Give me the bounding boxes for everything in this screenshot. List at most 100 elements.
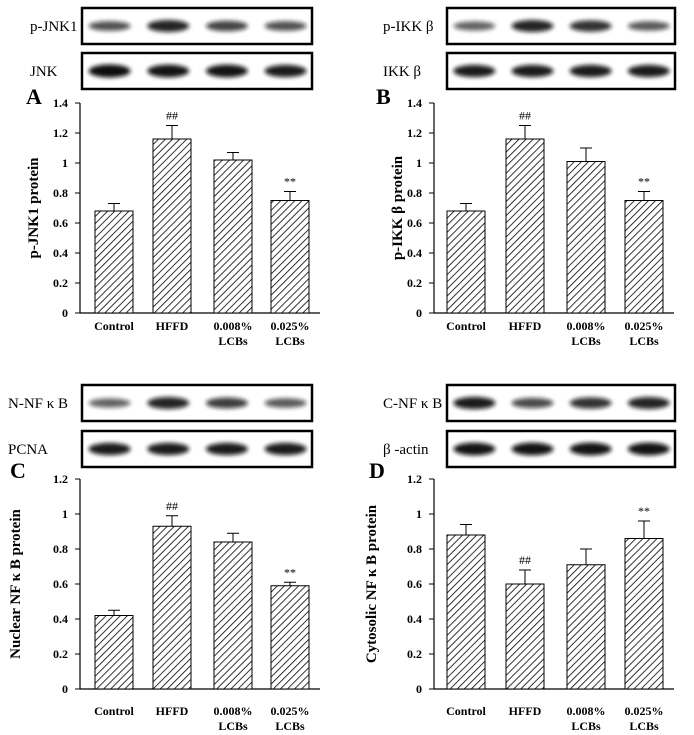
blot-label: p-IKK β	[383, 19, 434, 35]
blot-band	[147, 442, 190, 456]
y-tick-label: 0.4	[53, 612, 68, 626]
blot-band	[453, 21, 496, 31]
blot-band	[264, 442, 307, 456]
y-tick-label: 0	[62, 682, 68, 696]
y-tick-label: 0.2	[53, 276, 68, 290]
blot-strip: p-IKK β	[383, 6, 677, 46]
blot-label: p-JNK1	[30, 19, 78, 35]
bar	[270, 585, 310, 690]
blot-band	[264, 398, 307, 408]
blot-band	[205, 64, 248, 78]
blot-band	[88, 442, 131, 456]
panel-label: A	[26, 84, 42, 109]
y-axis-label: Nuclear NF κ B protein	[8, 508, 24, 658]
blot-band	[453, 442, 496, 456]
y-axis-label: p-IKK β protein	[390, 155, 406, 260]
y-tick-label: 1.4	[407, 96, 422, 110]
x-tick-label: LCBs	[218, 334, 248, 348]
significance-mark: ##	[519, 109, 531, 123]
y-tick-label: 0.6	[53, 216, 68, 230]
blot-strip: JNK	[30, 51, 314, 91]
bar	[446, 210, 486, 314]
blot-band	[205, 397, 248, 409]
y-tick-label: 1	[416, 507, 422, 521]
y-tick-label: 0.2	[407, 276, 422, 290]
bar	[624, 538, 664, 690]
x-tick-label: LCBs	[629, 719, 659, 733]
blot-strip: β -actin	[383, 429, 677, 469]
blot-strip: PCNA	[8, 429, 314, 469]
significance-mark: **	[284, 565, 296, 579]
significance-mark: ##	[166, 109, 178, 123]
y-tick-label: 0.4	[53, 246, 68, 260]
blot-label: N-NF κ B	[8, 396, 68, 412]
blot-band	[627, 397, 670, 409]
blot-band	[511, 397, 554, 409]
blot-label: JNK	[30, 64, 58, 80]
x-tick-label: HFFD	[509, 319, 542, 333]
bar	[270, 200, 310, 314]
y-tick-label: 0	[62, 306, 68, 320]
x-tick-label: LCBs	[629, 334, 659, 348]
y-tick-label: 0.6	[407, 216, 422, 230]
bar	[624, 200, 664, 314]
blot-label: C-NF κ B	[383, 396, 442, 412]
x-tick-label: 0.008%	[214, 704, 253, 718]
blot-label: IKK β	[383, 64, 421, 80]
y-tick-label: 0.2	[407, 647, 422, 661]
significance-mark: **	[638, 175, 650, 189]
y-tick-label: 0.6	[53, 577, 68, 591]
y-tick-label: 1	[416, 156, 422, 170]
y-axis-label: p-JNK1 protein	[26, 157, 42, 259]
x-tick-label: LCBs	[275, 334, 305, 348]
chart-panel-a: Ap-JNK1 JNK 0 0.2 0.4 0.6 0.8 1 1.2 1.4 p-JNK1 pro…	[26, 6, 320, 348]
blot-band	[88, 64, 131, 78]
blot-band	[627, 21, 670, 31]
bar	[446, 534, 486, 690]
bar	[505, 138, 545, 314]
x-tick-label: Control	[446, 319, 486, 333]
panel-label: D	[369, 458, 385, 483]
blot-band	[264, 21, 307, 31]
panel-label: B	[376, 84, 391, 109]
y-axis-label: Cytosolic NF κ B protein	[364, 504, 380, 663]
blot-band	[147, 397, 190, 409]
blot-band	[88, 398, 131, 408]
blot-strip: IKK β	[383, 51, 677, 91]
x-tick-label: Control	[94, 704, 134, 718]
x-tick-label: 0.025%	[625, 319, 664, 333]
blot-band	[147, 64, 190, 78]
blot-band	[627, 64, 670, 78]
blot-band	[511, 64, 554, 78]
x-tick-label: LCBs	[275, 719, 305, 733]
y-tick-label: 1.4	[53, 96, 68, 110]
y-tick-label: 0.6	[407, 577, 422, 591]
blot-band	[511, 20, 554, 32]
blot-band	[88, 21, 131, 31]
y-tick-label: 1	[62, 507, 68, 521]
blot-band	[205, 442, 248, 456]
blot-band	[627, 442, 670, 456]
significance-mark: **	[638, 504, 650, 518]
bar	[94, 210, 134, 314]
bar	[152, 138, 192, 314]
x-tick-label: 0.025%	[271, 704, 310, 718]
bar	[505, 583, 545, 690]
blot-band	[569, 20, 612, 32]
x-tick-label: Control	[94, 319, 134, 333]
y-tick-label: 1	[62, 156, 68, 170]
x-tick-label: 0.008%	[567, 319, 606, 333]
blot-band	[569, 397, 612, 409]
blot-band	[264, 64, 307, 78]
bar	[152, 525, 192, 690]
y-tick-label: 1.2	[407, 126, 422, 140]
x-tick-label: 0.025%	[271, 319, 310, 333]
y-tick-label: 0.8	[53, 186, 68, 200]
x-tick-label: LCBs	[571, 334, 601, 348]
x-tick-label: HFFD	[509, 704, 542, 718]
bar	[213, 541, 253, 690]
y-tick-label: 0.4	[407, 246, 422, 260]
blot-strip: N-NF κ B	[8, 383, 314, 423]
blot-band	[569, 442, 612, 456]
y-tick-label: 0.8	[53, 542, 68, 556]
